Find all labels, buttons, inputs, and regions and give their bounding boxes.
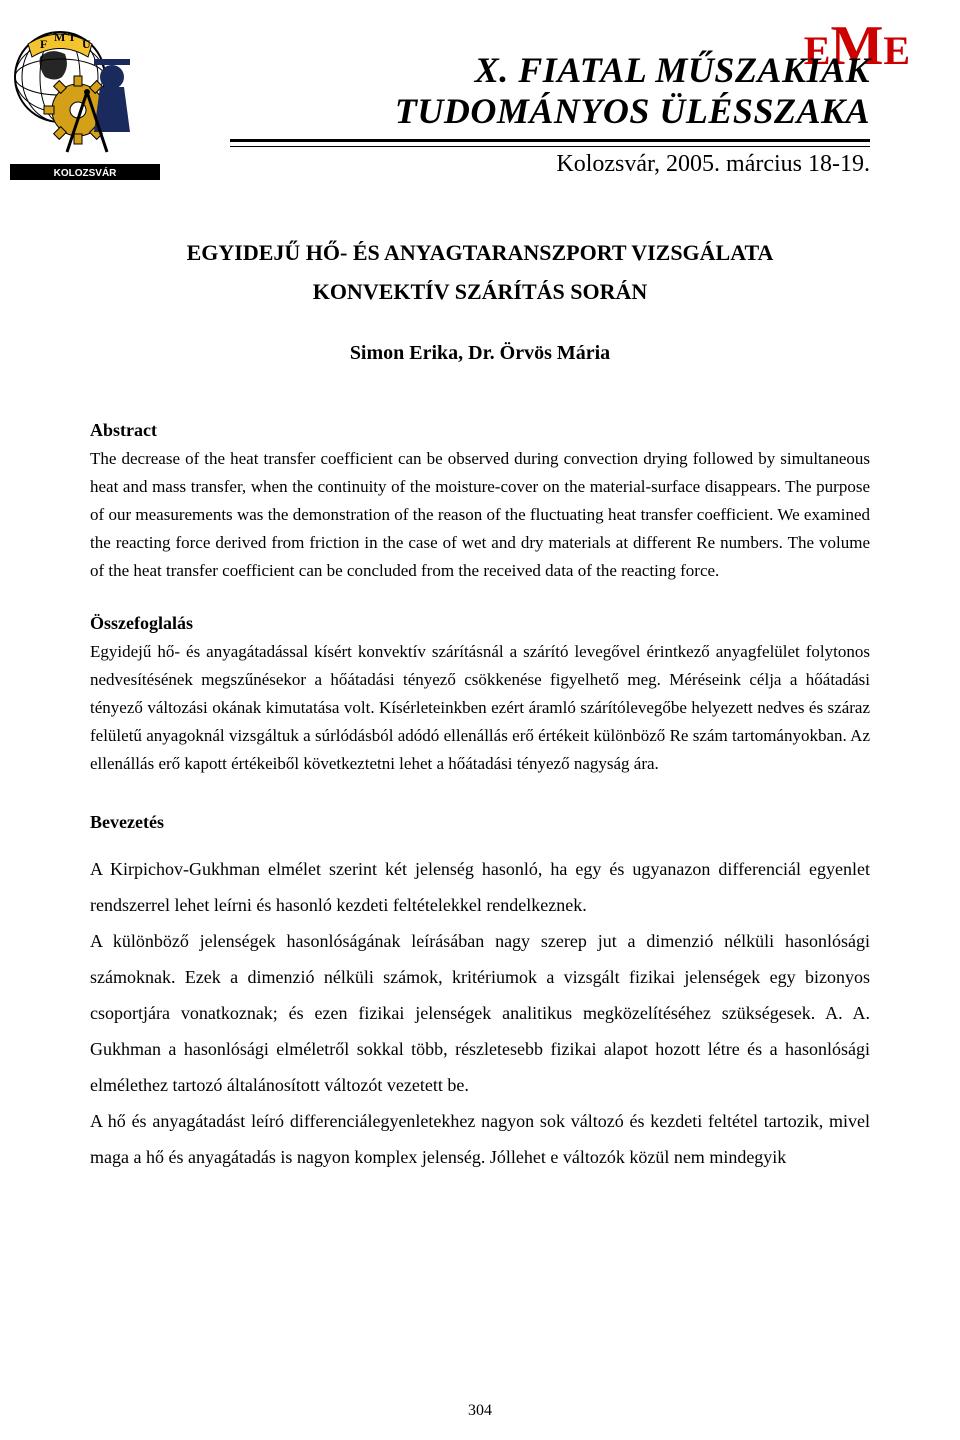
bevezetes-para1: A Kirpichov-Gukhman elmélet szerint két … [90,851,870,923]
svg-text:F: F [40,37,47,51]
osszefoglalas-text: Egyidejű hő- és anyagátadással kísért ko… [90,638,870,778]
conference-title-line2: TUDOMÁNYOS ÜLÉSSZAKA [160,91,870,132]
conference-title-area: X. FIATAL MŰSZAKIAK TUDOMÁNYOS ÜLÉSSZAKA… [160,50,870,178]
header-block: F M T U [90,50,870,178]
bevezetes-para2: A különböző jelenségek hasonlóságának le… [90,923,870,1103]
page: EME F M T U [0,0,960,1440]
org-logo: F M T U [10,22,160,187]
svg-text:T: T [68,30,76,44]
paper-title-line2: KONVEKTÍV SZÁRÍTÁS SORÁN [90,272,870,312]
bevezetes-para3: A hő és anyagátadást leíró differenciále… [90,1103,870,1175]
bevezetes-label: Bevezetés [90,812,870,833]
title-rule [230,139,870,147]
abstract-text: The decrease of the heat transfer coeffi… [90,445,870,585]
svg-text:M: M [54,30,65,44]
paper-title: EGYIDEJŰ HŐ- ÉS ANYAGTARANSZPORT VIZSGÁL… [90,233,870,312]
org-logo-caption: KOLOZSVÁR [54,166,118,179]
paper-title-line1: EGYIDEJŰ HŐ- ÉS ANYAGTARANSZPORT VIZSGÁL… [90,233,870,273]
abstract-label: Abstract [90,420,870,441]
page-number: 304 [0,1402,960,1420]
conference-title-line1: X. FIATAL MŰSZAKIAK [160,50,870,91]
svg-text:U: U [82,37,91,51]
conference-date: Kolozsvár, 2005. március 18-19. [160,151,870,178]
authors: Simon Erika, Dr. Örvös Mária [90,342,870,365]
osszefoglalas-label: Összefoglalás [90,613,870,634]
